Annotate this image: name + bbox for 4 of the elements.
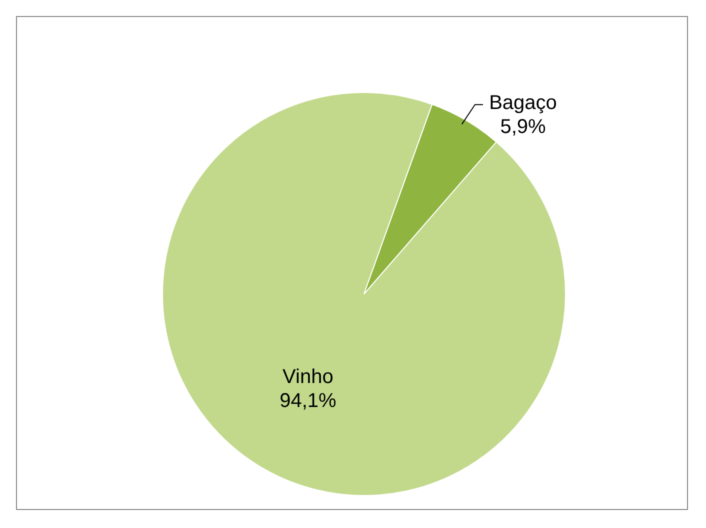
data-label: 94,1% <box>280 390 337 412</box>
data-label: 5,9% <box>500 116 546 138</box>
slice-label: Bagaço <box>489 92 557 114</box>
slice-label: Vinho <box>282 366 334 388</box>
